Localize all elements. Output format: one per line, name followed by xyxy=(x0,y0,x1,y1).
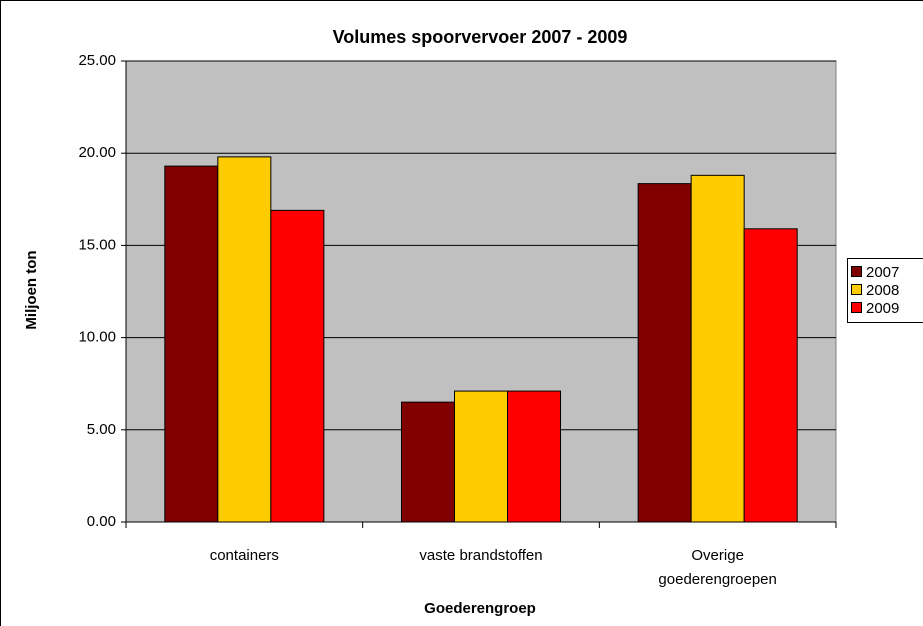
bar xyxy=(690,174,745,523)
legend-swatch xyxy=(851,266,862,277)
bar xyxy=(400,401,455,523)
bar xyxy=(217,156,272,523)
y-tick-label: 15.00 xyxy=(78,236,116,253)
legend-label: 2007 xyxy=(866,264,899,281)
x-tick-label: Overige goederengroepen xyxy=(658,547,777,588)
legend-swatch xyxy=(851,302,862,313)
bar xyxy=(453,390,509,523)
bar xyxy=(270,209,325,523)
y-tick-label: 25.00 xyxy=(78,52,116,69)
y-tick-label: 20.00 xyxy=(78,144,116,161)
bar xyxy=(743,228,798,523)
bar xyxy=(507,390,562,523)
chart-title: Volumes spoorvervoer 2007 - 2009 xyxy=(333,27,628,47)
x-tick-label: containers xyxy=(209,547,279,564)
x-axis-label: Goederengroep xyxy=(424,600,536,617)
y-tick-label: 5.00 xyxy=(87,421,116,438)
bar xyxy=(637,183,692,523)
x-tick-label: vaste brandstoffen xyxy=(419,547,543,564)
bar xyxy=(164,165,219,523)
y-tick-label: 0.00 xyxy=(87,513,116,530)
legend-swatch xyxy=(851,284,862,295)
legend-label: 2009 xyxy=(866,300,899,317)
y-axis-label: Miljoen ton xyxy=(23,250,40,329)
y-tick-label: 10.00 xyxy=(78,329,116,346)
legend-label: 2008 xyxy=(866,282,899,299)
